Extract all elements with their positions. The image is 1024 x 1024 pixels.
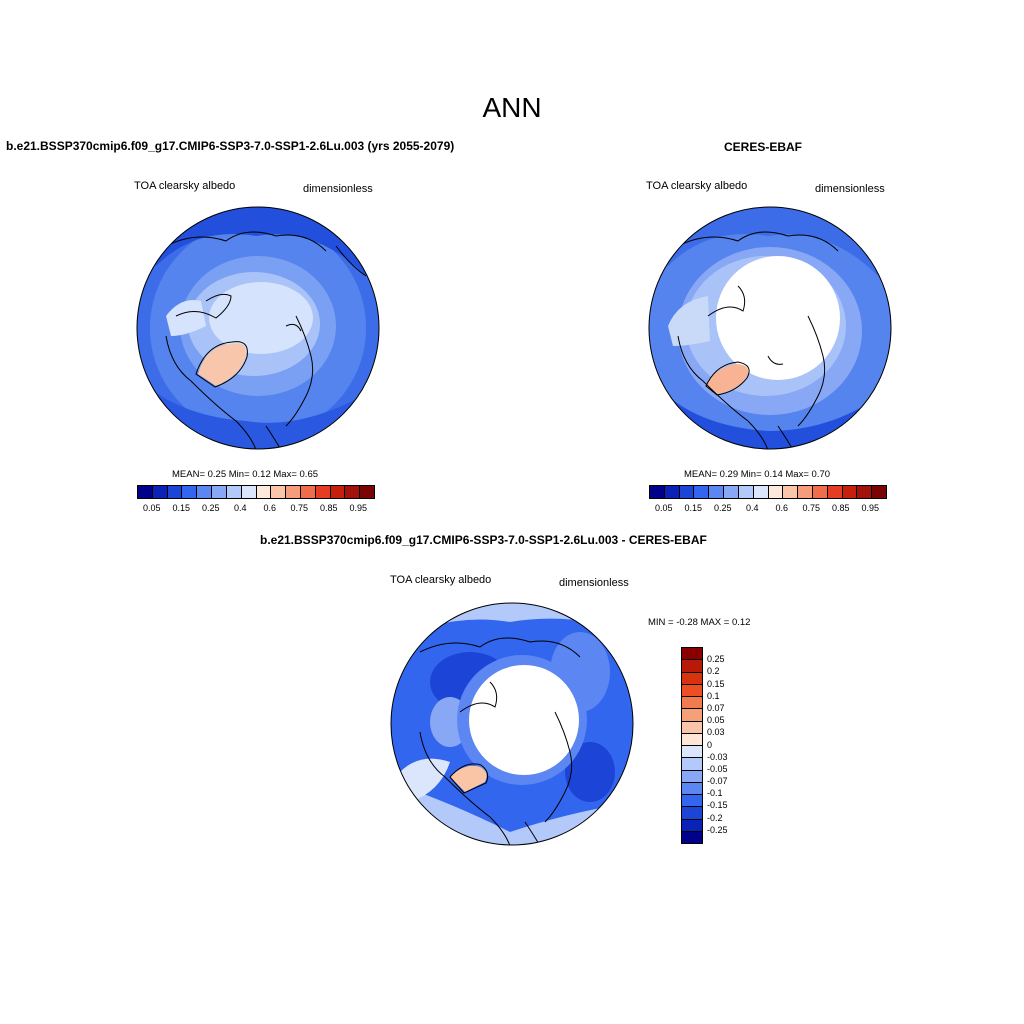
colorbar-swatch [694, 486, 710, 498]
colorbar-swatch [300, 486, 316, 498]
diff-variable-label: TOA clearsky albedo [390, 574, 492, 586]
colorbar-swatch [330, 486, 346, 498]
colorbar-swatch [682, 819, 702, 832]
colorbar-tick-label: 0.05 [654, 503, 673, 513]
colorbar-swatch [315, 486, 331, 498]
colorbar-tick-label: 0.03 [707, 727, 725, 738]
colorbar-swatch [872, 486, 886, 498]
colorbar-swatch [842, 486, 858, 498]
colorbar-tick-label: 0.25 [713, 503, 732, 513]
colorbar-swatch [827, 486, 843, 498]
colorbar-tick-label: 0.6 [775, 503, 789, 513]
obs-variable-label: TOA clearsky albedo [646, 180, 748, 192]
colorbar-tick-label: 0.15 [684, 503, 703, 513]
colorbar-swatch [682, 672, 702, 685]
diff-units-label: dimensionless [559, 577, 629, 589]
colorbar-tick-label: 0 [707, 739, 713, 750]
main-title: ANN [482, 92, 542, 123]
colorbar-swatch [682, 807, 702, 820]
model-colorbar [137, 485, 375, 499]
colorbar-tick-label: 0.25 [201, 503, 220, 513]
colorbar-swatch [682, 770, 702, 783]
colorbar-swatch [182, 486, 198, 498]
colorbar-tick-label: 0.15 [172, 503, 191, 513]
colorbar-swatch [682, 684, 702, 697]
colorbar-tick-label: 0.15 [707, 678, 725, 689]
colorbar-swatch [768, 486, 784, 498]
colorbar-tick-label: 0.07 [707, 702, 725, 713]
colorbar-swatch [753, 486, 769, 498]
colorbar-swatch [709, 486, 725, 498]
model-variable-label: TOA clearsky albedo [134, 180, 236, 192]
colorbar-swatch [212, 486, 227, 498]
colorbar-swatch [682, 795, 702, 808]
colorbar-swatch [682, 782, 702, 795]
colorbar-swatch [738, 486, 754, 498]
model-stats: MEAN= 0.25 Min= 0.12 Max= 0.65 [172, 469, 319, 480]
colorbar-swatch [783, 486, 799, 498]
diff-polar-map [390, 602, 634, 846]
obs-stats: MEAN= 0.29 Min= 0.14 Max= 0.70 [684, 469, 831, 480]
colorbar-tick-label: 0.75 [290, 503, 309, 513]
colorbar-tick-label: -0.2 [707, 812, 723, 823]
colorbar-swatch [682, 721, 702, 734]
obs-units-label: dimensionless [815, 183, 885, 195]
model-panel-title: b.e21.BSSP370cmip6.f09_g17.CMIP6-SSP3-7.… [6, 139, 455, 153]
colorbar-tick-label: -0.07 [707, 776, 728, 787]
obs-panel-title: CERES-EBAF [724, 140, 803, 154]
colorbar-tick-label: 0.85 [831, 503, 850, 513]
colorbar-tick-label: 0.05 [707, 715, 725, 726]
colorbar-swatch [682, 733, 702, 746]
colorbar-swatch [650, 486, 665, 498]
colorbar-tick-label: -0.05 [707, 763, 728, 774]
colorbar-tick-label: 0.1 [707, 690, 720, 701]
colorbar-swatch [345, 486, 361, 498]
colorbar-swatch [682, 648, 702, 661]
colorbar-swatch [256, 486, 272, 498]
colorbar-tick-label: 0.05 [142, 503, 161, 513]
colorbar-tick-label: 0.6 [263, 503, 277, 513]
colorbar-tick-label: 0.4 [745, 503, 759, 513]
colorbar-tick-label: 0.4 [233, 503, 247, 513]
colorbar-tick-label: 0.25 [707, 654, 725, 665]
colorbar-swatch [286, 486, 301, 498]
colorbar-tick-label: 0.95 [861, 503, 880, 513]
colorbar-swatch [226, 486, 242, 498]
colorbar-swatch [682, 709, 702, 722]
diff-panel-title: b.e21.BSSP370cmip6.f09_g17.CMIP6-SSP3-7.… [260, 533, 707, 547]
colorbar-swatch [197, 486, 213, 498]
colorbar-swatch [798, 486, 813, 498]
colorbar-tick-label: -0.25 [707, 824, 728, 835]
colorbar-swatch [152, 486, 168, 498]
model-units-label: dimensionless [303, 183, 373, 195]
colorbar-swatch [682, 746, 702, 759]
diff-colorbar [681, 647, 703, 844]
colorbar-swatch [682, 758, 702, 771]
colorbar-tick-label: -0.15 [707, 800, 728, 811]
colorbar-tick-label: -0.03 [707, 751, 728, 762]
diff-colorbar-labels: 0.25 0.2 0.15 0.1 0.07 0.05 0.03 0 -0.03 -0.05 -0.… [707, 647, 747, 842]
obs-colorbar [649, 485, 887, 499]
model-polar-map [136, 206, 380, 450]
colorbar-tick-label: -0.1 [707, 788, 723, 799]
colorbar-swatch [682, 831, 702, 843]
obs-polar-map [648, 206, 892, 450]
colorbar-swatch [664, 486, 680, 498]
colorbar-swatch [138, 486, 153, 498]
colorbar-tick-label: 0.85 [319, 503, 338, 513]
colorbar-swatch [812, 486, 828, 498]
colorbar-swatch [271, 486, 287, 498]
colorbar-swatch [857, 486, 873, 498]
colorbar-tick-label: 0.95 [349, 503, 368, 513]
colorbar-swatch [167, 486, 183, 498]
colorbar-swatch [360, 486, 374, 498]
colorbar-tick-label: 0.75 [802, 503, 821, 513]
colorbar-swatch [682, 660, 702, 673]
colorbar-tick-label: 0.2 [707, 666, 720, 677]
colorbar-swatch [724, 486, 739, 498]
colorbar-swatch [241, 486, 257, 498]
colorbar-swatch [682, 697, 702, 710]
colorbar-swatch [679, 486, 695, 498]
diff-minmax: MIN = -0.28 MAX = 0.12 [648, 617, 751, 628]
